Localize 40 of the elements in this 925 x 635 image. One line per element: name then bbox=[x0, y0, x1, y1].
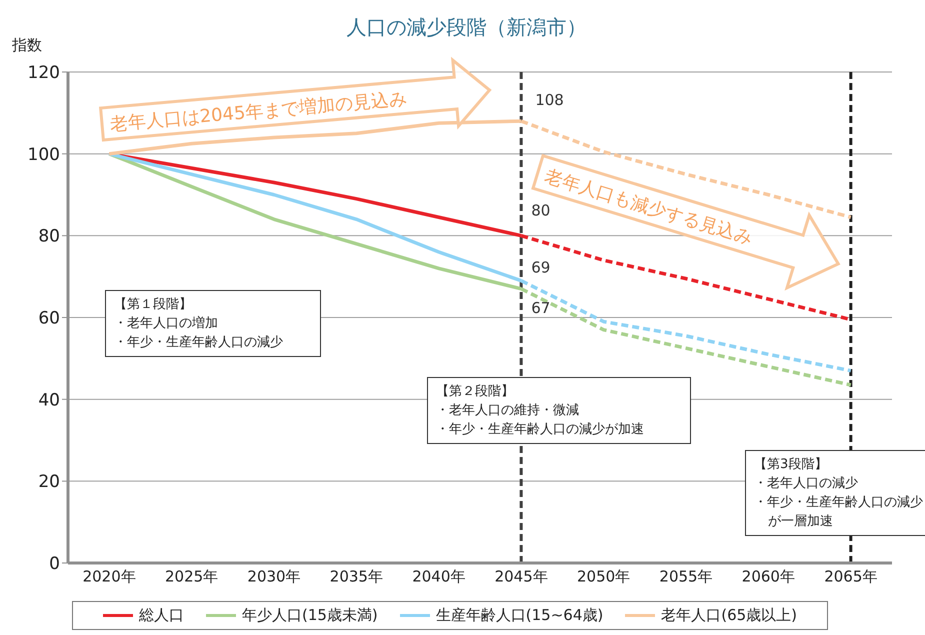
legend-label: 総人口 bbox=[138, 606, 184, 625]
x-tick-label: 2025年 bbox=[165, 568, 218, 586]
annotation: ・年少・生産年齢人口の減少が加速 bbox=[436, 421, 645, 439]
x-tick-label: 2045年 bbox=[494, 568, 548, 586]
annotation: ・老年人口の減少 bbox=[754, 475, 859, 493]
y-tick-label: 100 bbox=[28, 144, 60, 165]
y-tick-label: 20 bbox=[38, 472, 60, 492]
y-tick-label: 80 bbox=[38, 226, 60, 247]
annotation: 69 bbox=[531, 258, 550, 277]
legend-label: 老年人口(65歳以上) bbox=[661, 606, 798, 625]
annotation: ・年少・生産年齢人口の減少 bbox=[114, 334, 284, 352]
note-box: 【第１段階】 ・老年人口の増加 ・年少・生産年齢人口の減少 bbox=[105, 290, 321, 357]
legend-label: 年少人口(15歳未満) bbox=[242, 606, 378, 625]
annotation: 80 bbox=[531, 202, 550, 220]
annotation: ・老年人口の維持・微減 bbox=[436, 402, 580, 420]
x-tick-label: 2030年 bbox=[247, 568, 301, 586]
y-tick-label: 60 bbox=[38, 308, 60, 329]
annotation: 【第１段階】 bbox=[114, 296, 193, 314]
note-box: 【第２段階】 ・老年人口の維持・微減 ・年少・生産年齢人口の減少が加速 bbox=[427, 377, 691, 444]
x-tick-label: 2055年 bbox=[659, 568, 713, 586]
y-tick-label: 120 bbox=[28, 63, 60, 84]
annotation: 【第２段階】 bbox=[436, 383, 515, 401]
y-axis-title: 指数 bbox=[12, 36, 42, 55]
y-tick-label: 0 bbox=[49, 554, 60, 574]
x-tick-label: 2035年 bbox=[330, 568, 383, 586]
x-tick-label: 2020年 bbox=[82, 568, 136, 586]
annotation: 老年人口は2045年まで増加の見込み bbox=[109, 88, 408, 136]
annotation: 【第3段階】 bbox=[754, 456, 828, 474]
annotation: ・年少・生産年齢人口の減少が一層加速 bbox=[754, 494, 924, 531]
legend-label: 生産年齢人口(15~64歳) bbox=[436, 606, 604, 625]
chart-title: 人口の減少段階（新潟市） bbox=[346, 15, 586, 39]
x-tick-label: 2065年 bbox=[824, 568, 878, 586]
x-tick-label: 2040年 bbox=[412, 568, 466, 586]
annotation: 108 bbox=[535, 91, 564, 110]
x-tick-label: 2050年 bbox=[577, 568, 630, 586]
annotation: ・老年人口の増加 bbox=[114, 314, 219, 333]
y-tick-label: 40 bbox=[38, 390, 60, 410]
note-box: 【第3段階】 ・老年人口の減少 ・年少・生産年齢人口の減少が一層加速 bbox=[745, 450, 925, 536]
x-tick-label: 2060年 bbox=[742, 568, 795, 586]
annotation: 67 bbox=[531, 298, 550, 317]
